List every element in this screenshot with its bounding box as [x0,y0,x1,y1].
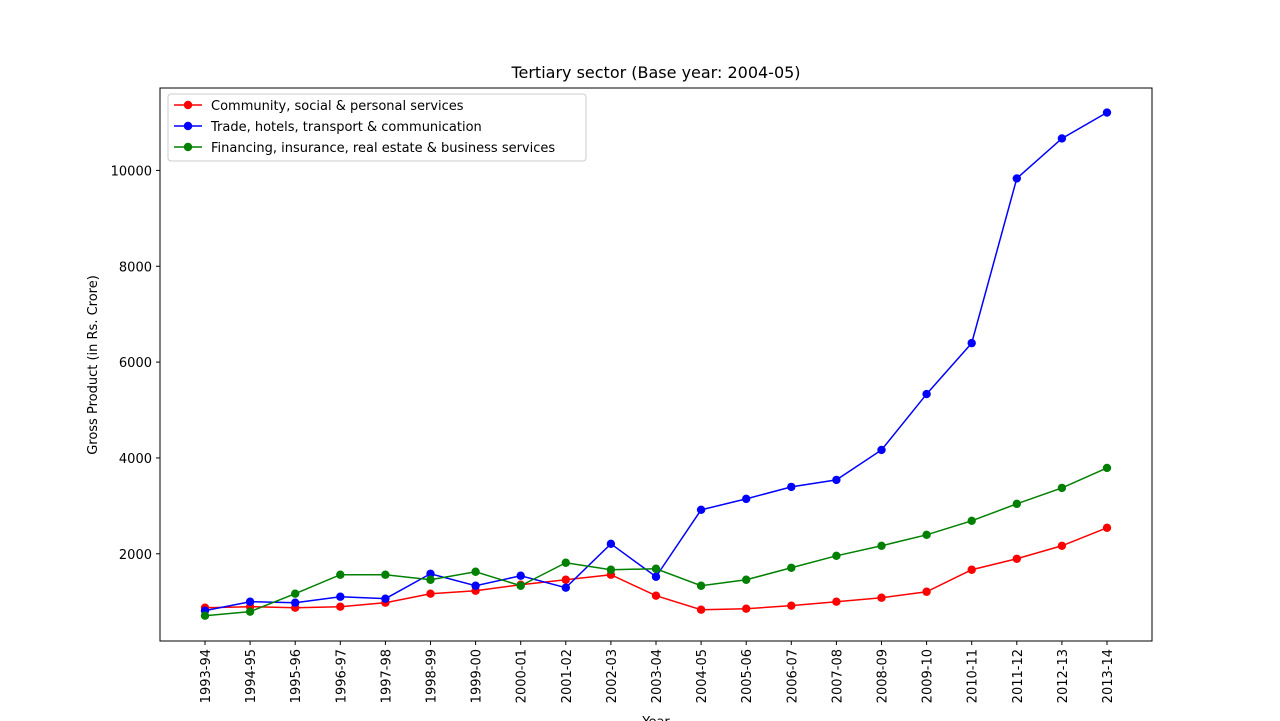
data-point [1057,134,1067,143]
data-point [832,475,841,485]
data-point [606,539,616,549]
x-axis-label: Year [641,715,670,721]
x-tick-label: 2013-14 [1101,649,1116,703]
data-point [877,445,886,455]
y-tick-label: 8000 [119,260,152,275]
x-tick-label: 2008-09 [876,649,891,703]
data-point [516,581,525,590]
x-tick-label: 2003-04 [650,649,665,703]
x-tick-label: 2000-01 [515,649,530,703]
data-point [922,587,931,596]
data-point [471,567,480,576]
x-tick-label: 2001-02 [560,649,575,703]
x-tick-label: 2005-06 [740,649,755,703]
legend-box [167,93,587,162]
data-point [1012,499,1021,509]
x-tick-label: 2006-07 [785,649,800,703]
data-point [877,593,886,602]
chart-title: Tertiary sector (Base year: 2004-05) [510,63,800,82]
x-tick-label: 2009-10 [921,649,936,703]
x-tick-label: 2004-05 [695,649,710,703]
x-tick-label: 2010-11 [966,649,981,703]
x-tick-label: 1996-97 [334,649,349,703]
x-tick-label: 1998-99 [425,649,440,703]
data-point [742,575,751,584]
data-point [561,583,570,592]
data-point [1057,483,1067,493]
y-tick-label: 10000 [111,164,152,179]
data-point [381,594,390,603]
data-point [787,482,796,492]
data-point [1057,541,1067,550]
y-axis-label: Gross Product (in Rs. Crore) [86,275,101,455]
data-point [336,602,345,611]
legend-marker [183,100,193,110]
data-point [696,505,706,515]
data-point [787,563,796,572]
data-point [832,597,841,606]
data-point [606,565,616,574]
data-point [291,589,300,598]
x-tick-label: 2011-12 [1011,649,1026,703]
data-point [426,569,435,578]
data-point [922,389,931,399]
data-point [561,575,570,584]
x-tick-label: 1994-95 [244,649,259,703]
data-point [245,597,255,606]
x-tick-label: 2002-03 [605,649,620,703]
x-tick-label: 1993-94 [199,649,214,703]
data-point [336,592,345,601]
legend-label: Trade, hotels, transport & communication [210,120,482,135]
data-point [922,530,931,540]
data-point [1102,523,1112,533]
data-point [516,571,525,580]
data-point [832,551,841,560]
data-point [1102,108,1112,117]
legend-marker [183,121,193,131]
data-point [877,541,886,550]
data-point [1012,174,1021,183]
x-tick-label: 1997-98 [379,649,394,703]
y-tick-label: 6000 [119,356,152,371]
data-point [967,516,976,526]
data-point [381,570,390,579]
data-point [336,570,345,579]
data-point [426,575,435,584]
y-tick-label: 4000 [119,452,152,467]
data-point [1012,554,1021,563]
x-tick-label: 2012-13 [1056,649,1071,703]
data-point [471,581,480,590]
data-point [245,607,255,616]
data-point [651,564,661,573]
data-point [967,338,976,348]
data-point [696,605,706,614]
data-point [561,558,570,567]
x-tick-label: 1995-96 [289,649,304,703]
legend: Community, social & personal services Tra… [167,93,587,162]
data-point [967,565,976,574]
legend-marker [183,142,193,152]
legend-label: Financing, insurance, real estate & busi… [211,141,555,156]
data-point [1102,463,1112,473]
data-point [291,598,300,607]
data-point [742,604,751,613]
y-tick-label: 2000 [119,548,152,563]
data-point [787,601,796,610]
data-point [651,591,661,600]
data-point [651,572,661,581]
x-tick-label: 2007-08 [830,649,845,703]
data-point [696,581,706,590]
data-point [200,611,210,620]
legend-label: Community, social & personal services [211,99,464,114]
plot-frame [159,87,1153,642]
data-point [426,589,435,598]
x-tick-label: 1999-00 [470,649,485,703]
data-point [742,494,751,504]
